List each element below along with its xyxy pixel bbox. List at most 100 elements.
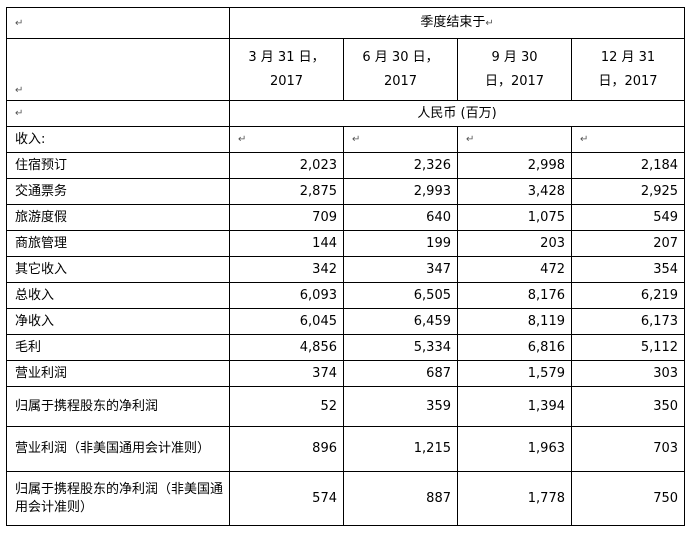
value-cell: 1,215 — [343, 426, 458, 472]
row-label-cell: 净收入 — [6, 308, 230, 335]
empty-cell: ↵ — [570, 126, 686, 153]
table-row: 营业利润 374 687 1,579 303 — [6, 360, 686, 387]
cell-value: 52 — [320, 398, 337, 414]
value-cell: 6,093 — [229, 282, 344, 309]
cell-value: 203 — [540, 235, 565, 251]
table-row: 毛利 4,856 5,334 6,816 5,112 — [6, 334, 686, 361]
table-row: 旅游度假 709 640 1,075 549 — [6, 204, 686, 231]
row-label: 旅游度假 — [15, 209, 68, 225]
cell-value: 6,093 — [299, 287, 337, 303]
cell-value: 354 — [653, 261, 679, 277]
value-cell: 8,119 — [457, 308, 572, 335]
cell-end-mark: ↵ — [485, 17, 494, 29]
cell-value: 472 — [540, 261, 565, 277]
row-label-cell: 毛利 — [6, 334, 230, 361]
value-cell: 354 — [570, 256, 686, 283]
value-cell: 2,925 — [570, 178, 686, 205]
cell-end-mark: ↵ — [238, 134, 247, 145]
cell-value: 207 — [653, 235, 679, 251]
cell-value: 549 — [653, 209, 679, 225]
group-title: 季度结束于 — [420, 14, 486, 30]
cell-end-mark: ↵ — [15, 108, 24, 119]
period-line1: 12 月 31 — [600, 49, 656, 65]
value-cell: 8,176 — [457, 282, 572, 309]
row-label-cell: 总收入 — [6, 282, 230, 309]
period-line1: 9 月 30 — [491, 49, 538, 65]
cell-value: 640 — [426, 209, 451, 225]
cell-value: 2,875 — [299, 183, 337, 199]
section-label: 收入: — [15, 131, 46, 147]
table-row: 归属于携程股东的净利润（非美国通用会计准则） 574 887 1,778 750 — [6, 471, 686, 526]
value-cell: 303 — [570, 360, 686, 387]
group-title-cell: 季度结束于↵ — [228, 7, 686, 39]
cell-value: 1,579 — [527, 365, 565, 381]
value-cell: 203 — [457, 230, 572, 257]
row-label-cell: 营业利润（非美国通用会计准则） — [6, 426, 230, 472]
cell-value: 199 — [426, 235, 451, 251]
table-row: 其它收入 342 347 472 354 — [6, 256, 686, 283]
value-cell: 1,075 — [457, 204, 572, 231]
cell-value: 887 — [426, 490, 451, 506]
value-cell: 2,993 — [343, 178, 458, 205]
row-label: 毛利 — [15, 339, 42, 355]
cell-value: 347 — [426, 261, 451, 277]
cell-value: 2,998 — [527, 157, 565, 173]
quarterly-revenue-table: ↵ 季度结束于↵ ↵ 3 月 31 日， 2017 6 月 30 日， 2017 9… — [6, 7, 686, 526]
cell-end-mark: ↵ — [15, 85, 24, 96]
period-line2: 2017 — [383, 73, 418, 89]
cell-value: 5,112 — [640, 339, 679, 355]
value-cell: 687 — [343, 360, 458, 387]
cell-end-mark: ↵ — [466, 134, 475, 145]
cell-value: 4,856 — [299, 339, 337, 355]
period-line2: 日，2017 — [598, 73, 658, 89]
period-line1: 6 月 30 日， — [362, 49, 439, 65]
table-row: 总收入 6,093 6,505 8,176 6,219 — [6, 282, 686, 309]
cell-value: 1,075 — [527, 209, 565, 225]
value-cell: 5,334 — [343, 334, 458, 361]
value-cell: 347 — [343, 256, 458, 283]
row-label: 总收入 — [15, 287, 55, 303]
row-label-cell: 商旅管理 — [6, 230, 230, 257]
row-label-cell: 旅游度假 — [6, 204, 230, 231]
value-cell: 2,875 — [229, 178, 344, 205]
header-row-group: ↵ 季度结束于↵ — [6, 7, 686, 39]
periods-corner-cell: ↵ — [6, 38, 230, 101]
value-cell: 350 — [570, 386, 686, 427]
cell-value: 144 — [312, 235, 337, 251]
value-cell: 2,023 — [229, 152, 344, 179]
value-cell: 6,505 — [343, 282, 458, 309]
cell-value: 2,326 — [413, 157, 451, 173]
period-cell: 12 月 31 日，2017 — [570, 38, 686, 101]
value-cell: 342 — [229, 256, 344, 283]
table-row: 归属于携程股东的净利润 52 359 1,394 350 — [6, 386, 686, 427]
row-label: 住宿预订 — [15, 157, 68, 173]
cell-end-mark: ↵ — [15, 17, 24, 29]
row-label-cell: 交通票务 — [6, 178, 230, 205]
value-cell: 1,579 — [457, 360, 572, 387]
value-cell: 896 — [229, 426, 344, 472]
row-label: 净收入 — [15, 313, 55, 329]
cell-value: 2,925 — [640, 183, 679, 199]
period-line1: 3 月 31 日， — [248, 49, 325, 65]
cell-value: 5,334 — [413, 339, 451, 355]
cell-value: 2,023 — [299, 157, 337, 173]
cell-value: 6,816 — [527, 339, 565, 355]
empty-cell: ↵ — [229, 126, 344, 153]
value-cell: 1,778 — [457, 471, 572, 526]
cell-value: 359 — [426, 398, 451, 414]
cell-value: 3,428 — [527, 183, 565, 199]
cell-value: 2,993 — [413, 183, 451, 199]
cell-value: 896 — [312, 441, 337, 456]
value-cell: 207 — [570, 230, 686, 257]
cell-end-mark: ↵ — [580, 134, 589, 145]
period-line2: 2017 — [269, 73, 304, 89]
table-row: 营业利润（非美国通用会计准则） 896 1,215 1,963 703 — [6, 426, 686, 472]
cell-value: 709 — [312, 209, 337, 225]
value-cell: 6,459 — [343, 308, 458, 335]
value-cell: 640 — [343, 204, 458, 231]
value-cell: 359 — [343, 386, 458, 427]
cell-value: 1,963 — [527, 441, 565, 456]
value-cell: 199 — [343, 230, 458, 257]
table-row: 商旅管理 144 199 203 207 — [6, 230, 686, 257]
cell-value: 703 — [653, 441, 679, 456]
